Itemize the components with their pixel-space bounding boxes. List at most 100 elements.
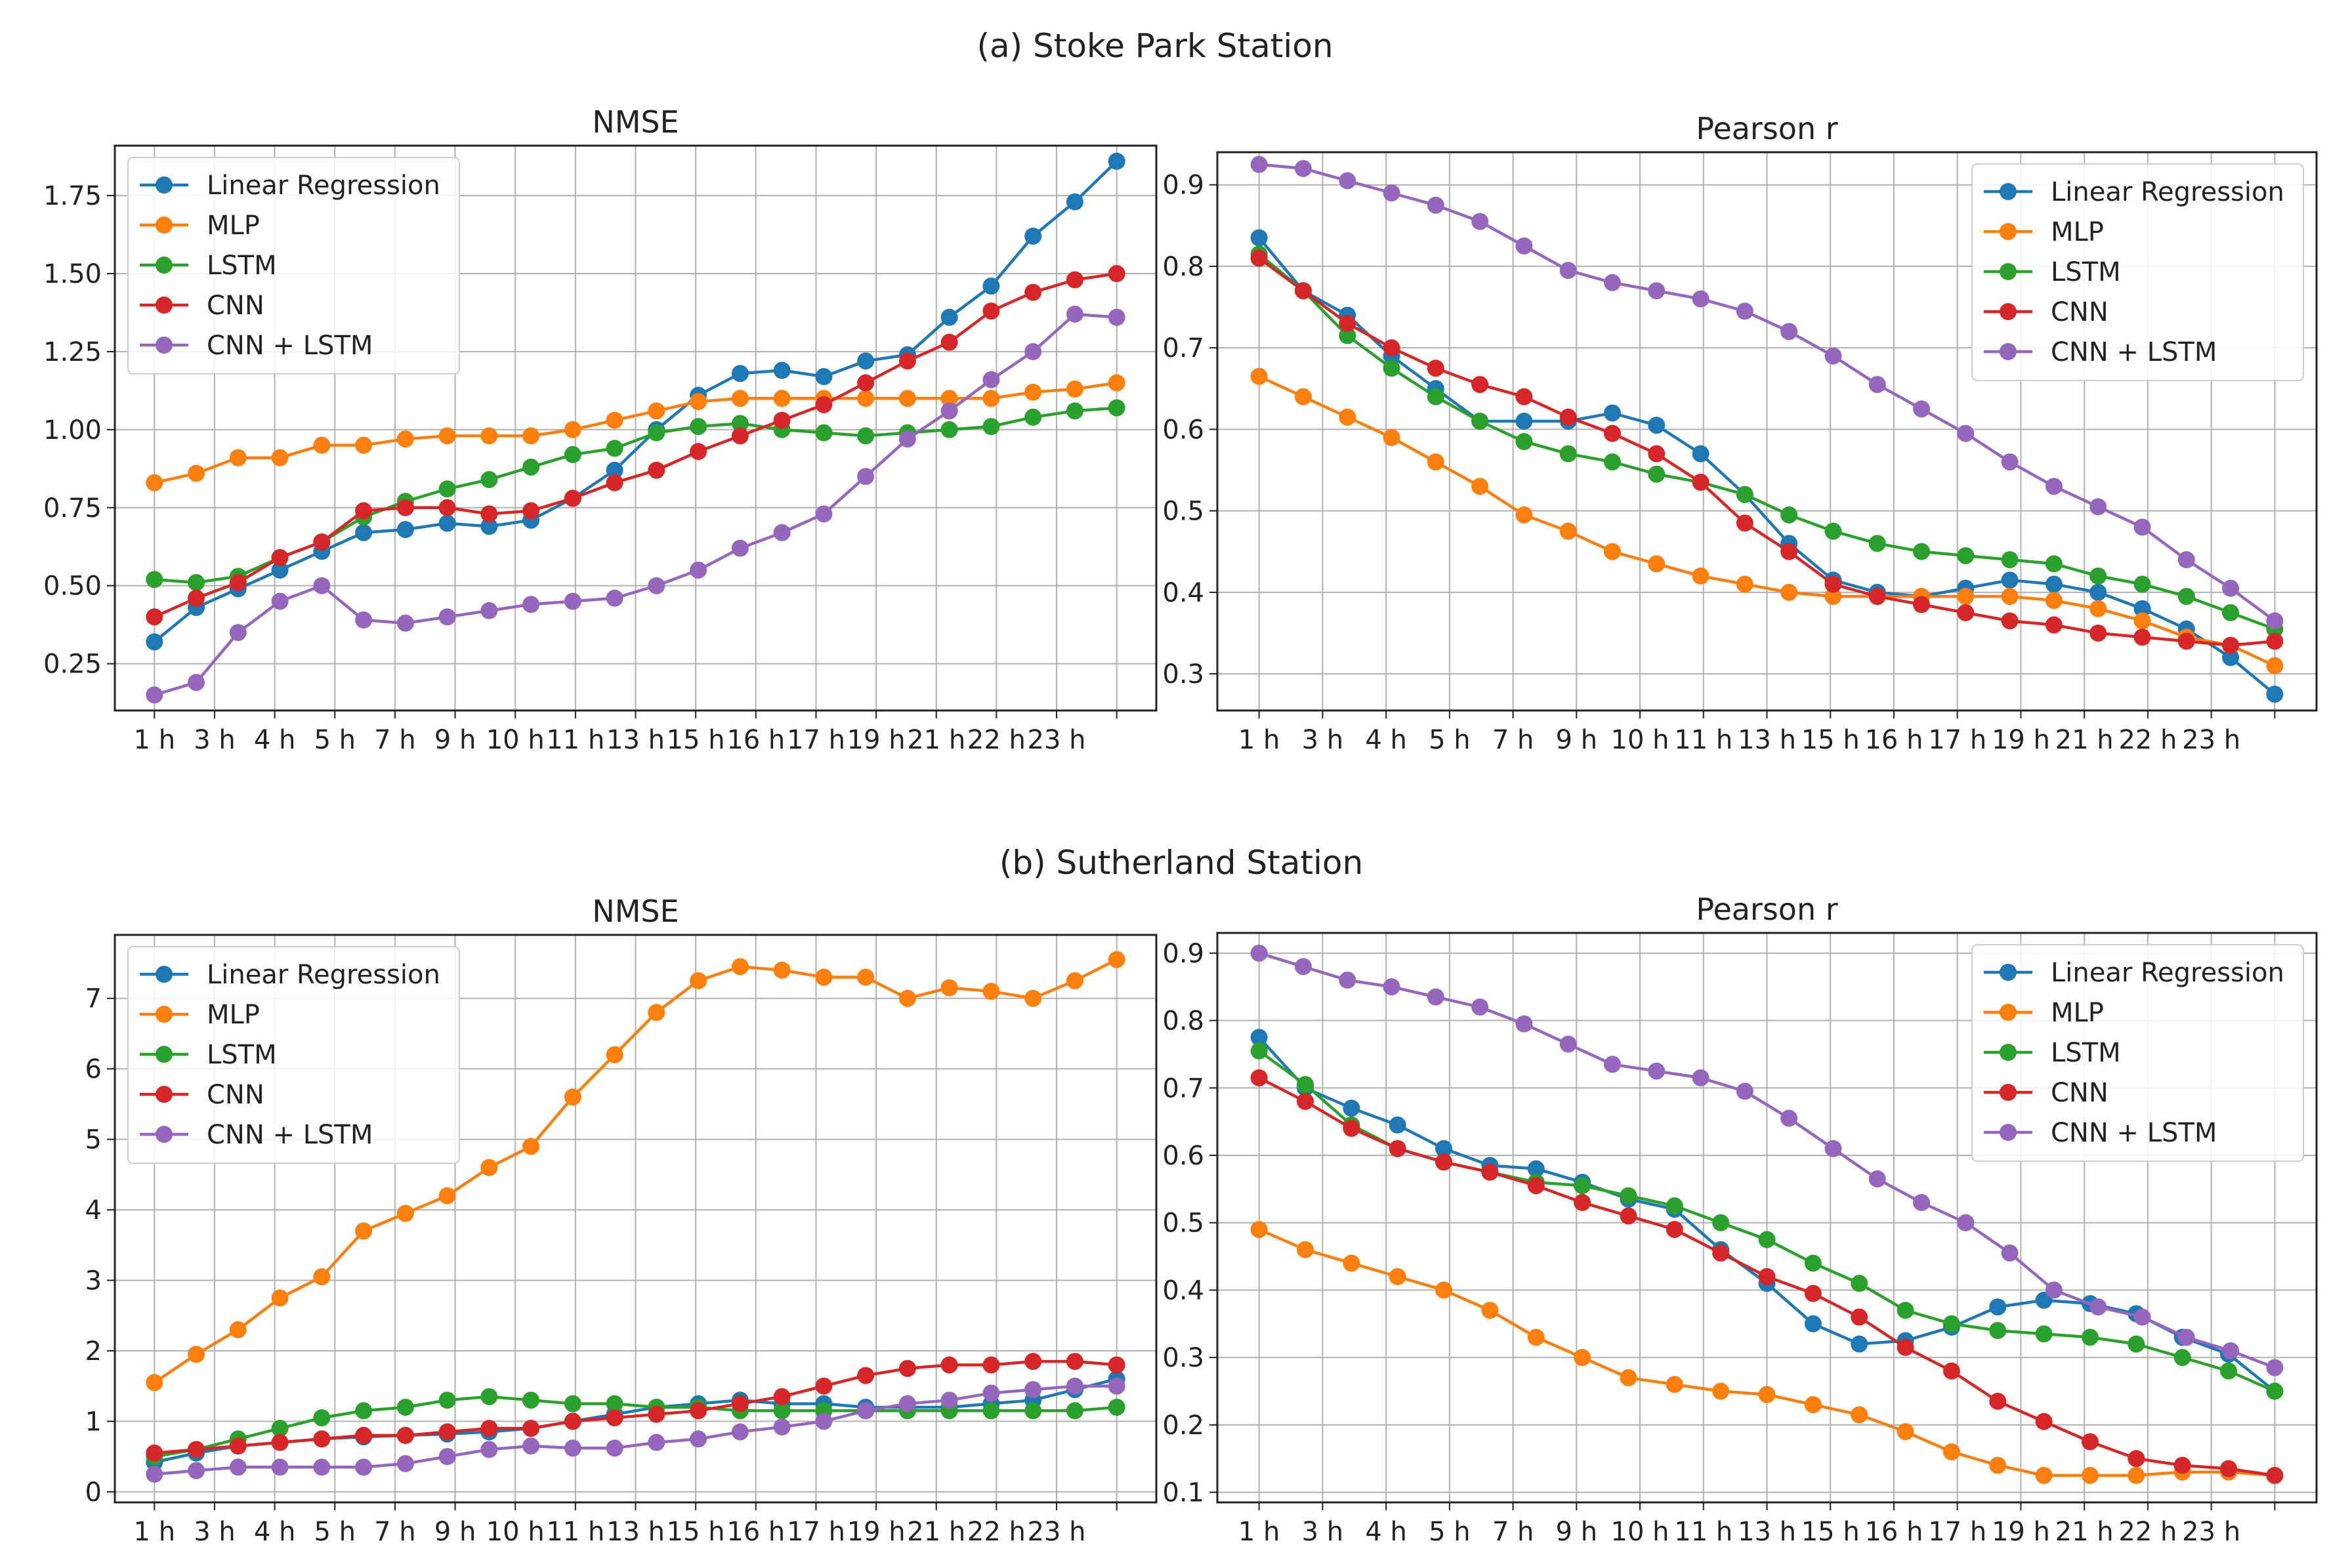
data-point	[1471, 478, 1489, 495]
data-point	[940, 421, 958, 438]
data-point	[648, 424, 665, 442]
data-point	[1515, 1015, 1533, 1033]
x-tick-label: 3 h	[194, 725, 236, 755]
data-point	[2266, 1359, 2284, 1376]
data-point	[690, 1430, 707, 1448]
data-point	[1024, 1381, 1042, 1399]
x-tick-label: 4 h	[254, 725, 296, 755]
series-cnn	[146, 1353, 1125, 1462]
data-point	[606, 1409, 623, 1427]
section-title-a: (a) Stoke Park Station	[976, 27, 1333, 65]
data-point	[648, 1004, 665, 1021]
data-point	[1780, 1109, 1798, 1127]
legend-swatch-marker	[2000, 1004, 2017, 1021]
data-point	[438, 1187, 456, 1205]
legend-swatch-marker	[156, 1006, 173, 1023]
data-point	[2177, 551, 2195, 569]
data-point	[313, 577, 331, 594]
data-point	[2266, 1382, 2284, 1400]
data-point	[731, 1423, 749, 1441]
data-point	[1427, 360, 1444, 377]
data-point	[1603, 404, 1621, 422]
data-point	[940, 402, 958, 420]
legend-swatch-marker	[156, 176, 173, 194]
data-point	[1339, 314, 1356, 332]
data-point	[898, 989, 916, 1007]
data-point	[146, 474, 163, 491]
data-point	[1250, 1042, 1268, 1060]
data-point	[188, 464, 205, 482]
legend-item: LSTM	[1984, 1038, 2121, 1068]
data-point	[438, 514, 456, 532]
data-point	[1692, 567, 1710, 585]
data-point	[271, 592, 289, 610]
legend-item: Linear Regression	[140, 171, 440, 201]
legend-label: CNN	[207, 291, 264, 321]
data-point	[396, 614, 414, 632]
chart-title: NMSE	[592, 104, 679, 140]
data-point	[1527, 1160, 1545, 1178]
data-point	[1736, 575, 1753, 593]
data-point	[522, 596, 540, 613]
data-point	[1024, 1353, 1042, 1371]
x-tick-label: 22 h	[967, 1517, 1026, 1547]
data-point	[1574, 1193, 1591, 1211]
x-tick-label: 1 h	[1238, 725, 1280, 755]
data-point	[1066, 305, 1083, 323]
data-point	[1989, 1456, 2007, 1474]
data-point	[857, 427, 875, 445]
data-point	[815, 505, 833, 523]
data-point	[606, 1439, 623, 1457]
x-tick-label: 1 h	[1238, 1517, 1280, 1547]
x-tick-label: 23 h	[2182, 1517, 2240, 1547]
data-point	[1780, 506, 1798, 524]
data-point	[438, 499, 456, 516]
data-point	[1804, 1396, 1822, 1414]
data-point	[1024, 989, 1042, 1007]
y-tick-label: 0.4	[1162, 578, 1204, 608]
data-point	[480, 1420, 498, 1437]
data-point	[857, 352, 875, 370]
y-tick-label: 5	[85, 1125, 102, 1155]
data-point	[1913, 543, 1931, 560]
data-point	[1851, 1406, 1868, 1424]
data-point	[1804, 1315, 1822, 1332]
data-point	[1851, 1308, 1868, 1326]
data-point	[438, 608, 456, 626]
x-tick-label: 13 h	[1738, 1517, 1796, 1547]
data-point	[271, 1420, 289, 1437]
data-point	[773, 1418, 791, 1436]
data-point	[2222, 636, 2240, 654]
x-tick-label: 21 h	[907, 1517, 965, 1547]
x-tick-label: 21 h	[2055, 1517, 2114, 1547]
series-mlp	[146, 374, 1125, 491]
data-point	[1527, 1329, 1545, 1346]
data-point	[2177, 1329, 2195, 1346]
data-point	[1343, 1254, 1360, 1272]
data-point	[1603, 543, 1621, 560]
data-point	[2089, 498, 2107, 516]
x-tick-label: 16 h	[1864, 1517, 1923, 1547]
series-lstm	[1250, 245, 2284, 638]
data-point	[229, 1321, 247, 1338]
legend-box	[1971, 163, 2304, 381]
data-point	[731, 390, 749, 407]
data-point	[1250, 944, 1268, 962]
data-point	[1250, 1220, 1268, 1238]
data-point	[480, 505, 498, 523]
data-point	[2045, 478, 2063, 495]
data-point	[1574, 1349, 1591, 1367]
data-point	[1897, 1423, 1914, 1441]
data-point	[898, 1395, 916, 1413]
legend-label: CNN + LSTM	[2051, 1118, 2217, 1148]
data-point	[1942, 1443, 1960, 1460]
data-point	[188, 589, 205, 607]
data-point	[1024, 227, 1042, 245]
legend-label: CNN + LSTM	[2051, 337, 2217, 367]
data-point	[188, 1441, 205, 1458]
data-point	[188, 1462, 205, 1479]
data-point	[2133, 600, 2151, 617]
x-tick-label: 16 h	[726, 725, 785, 755]
legend-label: Linear Regression	[207, 171, 440, 201]
